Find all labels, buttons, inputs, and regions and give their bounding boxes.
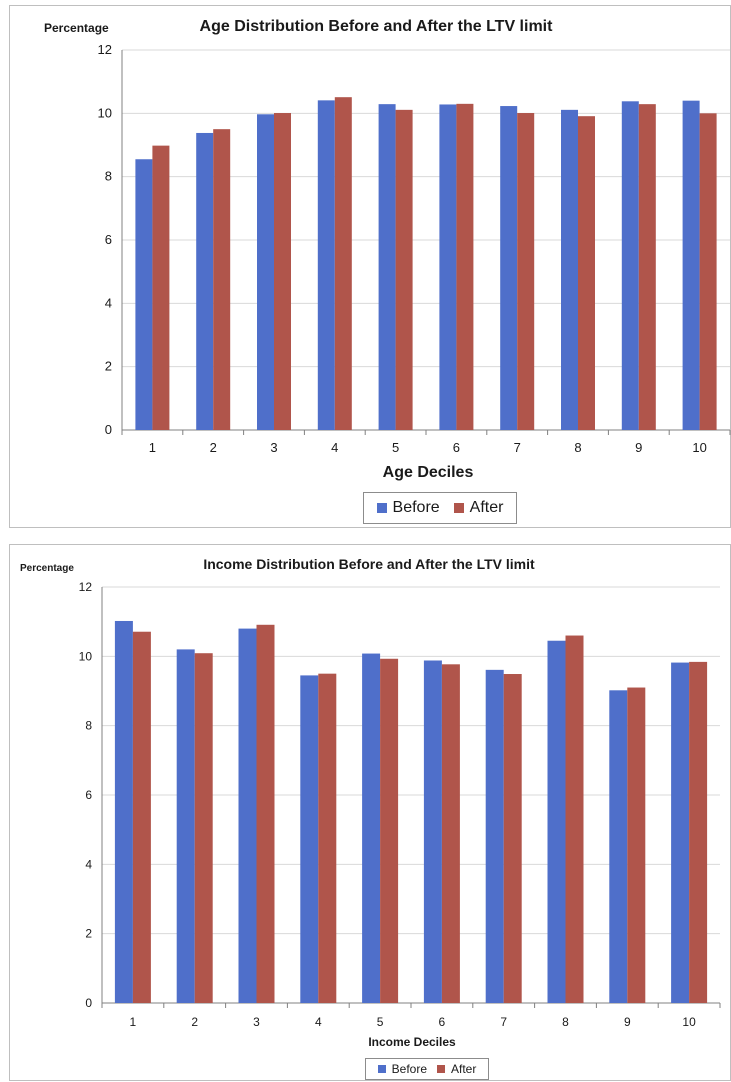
legend-swatch-after bbox=[437, 1065, 445, 1073]
legend-label-before: Before bbox=[391, 1062, 427, 1076]
x-axis-label: Age Deciles bbox=[383, 464, 474, 481]
y-axis-label: Percentage bbox=[44, 21, 109, 35]
x-tick-label: 1 bbox=[130, 1015, 137, 1029]
legend-label-after: After bbox=[451, 1062, 477, 1076]
x-tick-label: 2 bbox=[210, 440, 217, 455]
y-tick-label: 10 bbox=[79, 649, 93, 663]
x-tick-label: 10 bbox=[682, 1015, 696, 1029]
bar-after bbox=[274, 113, 291, 431]
y-tick-label: 12 bbox=[98, 42, 112, 57]
y-tick-label: 2 bbox=[85, 927, 92, 941]
bar-before bbox=[257, 114, 274, 431]
x-tick-label: 7 bbox=[500, 1015, 507, 1029]
bar-after bbox=[638, 104, 656, 431]
bar-before bbox=[317, 100, 335, 430]
bar-after bbox=[213, 129, 231, 430]
bar-after bbox=[395, 109, 413, 430]
legend-swatch-before bbox=[376, 503, 387, 513]
x-tick-label: 1 bbox=[149, 440, 156, 455]
y-tick-label: 4 bbox=[105, 295, 112, 310]
bar-after bbox=[256, 624, 275, 1003]
bar-after bbox=[194, 653, 213, 1003]
x-tick-label: 3 bbox=[253, 1015, 260, 1029]
x-tick-label: 6 bbox=[453, 440, 460, 455]
legend-item-after: After bbox=[453, 499, 504, 517]
bar-after bbox=[699, 113, 717, 430]
bar-before bbox=[378, 104, 396, 431]
bar-after bbox=[456, 103, 474, 430]
x-tick-label: 5 bbox=[377, 1015, 384, 1029]
income-chart-legend: Before After bbox=[365, 1058, 489, 1080]
x-tick-label: 4 bbox=[315, 1015, 322, 1029]
legend-item-before: Before bbox=[376, 499, 440, 517]
bar-after bbox=[152, 145, 170, 430]
x-tick-label: 2 bbox=[191, 1015, 198, 1029]
legend-item-before: Before bbox=[377, 1062, 427, 1076]
bar-after bbox=[565, 635, 584, 1003]
chart-title: Age Distribution Before and After the LT… bbox=[200, 18, 554, 35]
bar-before bbox=[485, 669, 504, 1003]
legend-item-after: After bbox=[437, 1062, 476, 1076]
bar-after bbox=[380, 658, 399, 1003]
age-distribution-chart-panel: Age Distribution Before and After the LT… bbox=[9, 5, 731, 528]
legend-swatch-after bbox=[453, 503, 464, 513]
x-tick-label: 7 bbox=[514, 440, 521, 455]
bar-after bbox=[503, 674, 522, 1003]
bar-after bbox=[318, 673, 337, 1003]
bar-before bbox=[671, 662, 690, 1003]
chart-title: Income Distribution Before and After the… bbox=[203, 556, 535, 572]
bar-before bbox=[609, 690, 628, 1003]
y-tick-label: 0 bbox=[105, 422, 112, 437]
bar-before bbox=[547, 640, 566, 1003]
y-tick-label: 8 bbox=[105, 169, 112, 184]
x-tick-label: 9 bbox=[635, 440, 642, 455]
age-distribution-chart: Age Distribution Before and After the LT… bbox=[44, 18, 731, 481]
y-tick-label: 12 bbox=[79, 580, 93, 594]
bar-before bbox=[362, 653, 381, 1003]
income-distribution-chart-panel: Income Distribution Before and After the… bbox=[9, 544, 731, 1081]
bar-before bbox=[114, 620, 133, 1003]
bar-after bbox=[334, 97, 352, 430]
bar-before bbox=[176, 649, 195, 1003]
bar-before bbox=[135, 159, 153, 430]
x-axis-label: Income Deciles bbox=[368, 1035, 456, 1049]
y-axis-label: Percentage bbox=[20, 563, 74, 574]
y-tick-label: 10 bbox=[98, 105, 112, 120]
x-tick-label: 8 bbox=[574, 440, 581, 455]
y-tick-label: 2 bbox=[105, 359, 112, 374]
x-tick-label: 4 bbox=[331, 440, 338, 455]
y-tick-label: 8 bbox=[85, 719, 92, 733]
y-tick-label: 4 bbox=[85, 857, 92, 871]
bar-after bbox=[441, 664, 460, 1003]
bar-after bbox=[132, 631, 151, 1003]
income-distribution-chart: Income Distribution Before and After the… bbox=[20, 556, 721, 1049]
legend-label-before: Before bbox=[392, 499, 440, 516]
bar-before bbox=[621, 101, 639, 431]
bar-after bbox=[517, 113, 535, 431]
bar-before bbox=[561, 109, 578, 430]
x-tick-label: 10 bbox=[692, 440, 706, 455]
x-tick-label: 8 bbox=[562, 1015, 569, 1029]
bar-before bbox=[238, 628, 257, 1003]
bar-before bbox=[682, 100, 700, 431]
bar-before bbox=[300, 675, 319, 1003]
x-tick-label: 6 bbox=[439, 1015, 446, 1029]
legend-swatch-before bbox=[377, 1065, 386, 1073]
bar-before bbox=[500, 106, 518, 431]
y-tick-label: 0 bbox=[85, 996, 92, 1010]
legend-label-after: After bbox=[469, 499, 504, 516]
x-tick-label: 5 bbox=[392, 440, 399, 455]
bar-after bbox=[689, 661, 708, 1003]
age-chart-legend: Before After bbox=[363, 492, 517, 524]
x-tick-label: 9 bbox=[624, 1015, 631, 1029]
bar-before bbox=[423, 660, 442, 1003]
bar-before bbox=[439, 104, 457, 430]
bar-after bbox=[578, 116, 595, 430]
y-tick-label: 6 bbox=[105, 232, 112, 247]
y-tick-label: 6 bbox=[85, 788, 92, 802]
bar-before bbox=[196, 132, 214, 430]
bar-after bbox=[627, 687, 646, 1003]
x-tick-label: 3 bbox=[270, 440, 277, 455]
